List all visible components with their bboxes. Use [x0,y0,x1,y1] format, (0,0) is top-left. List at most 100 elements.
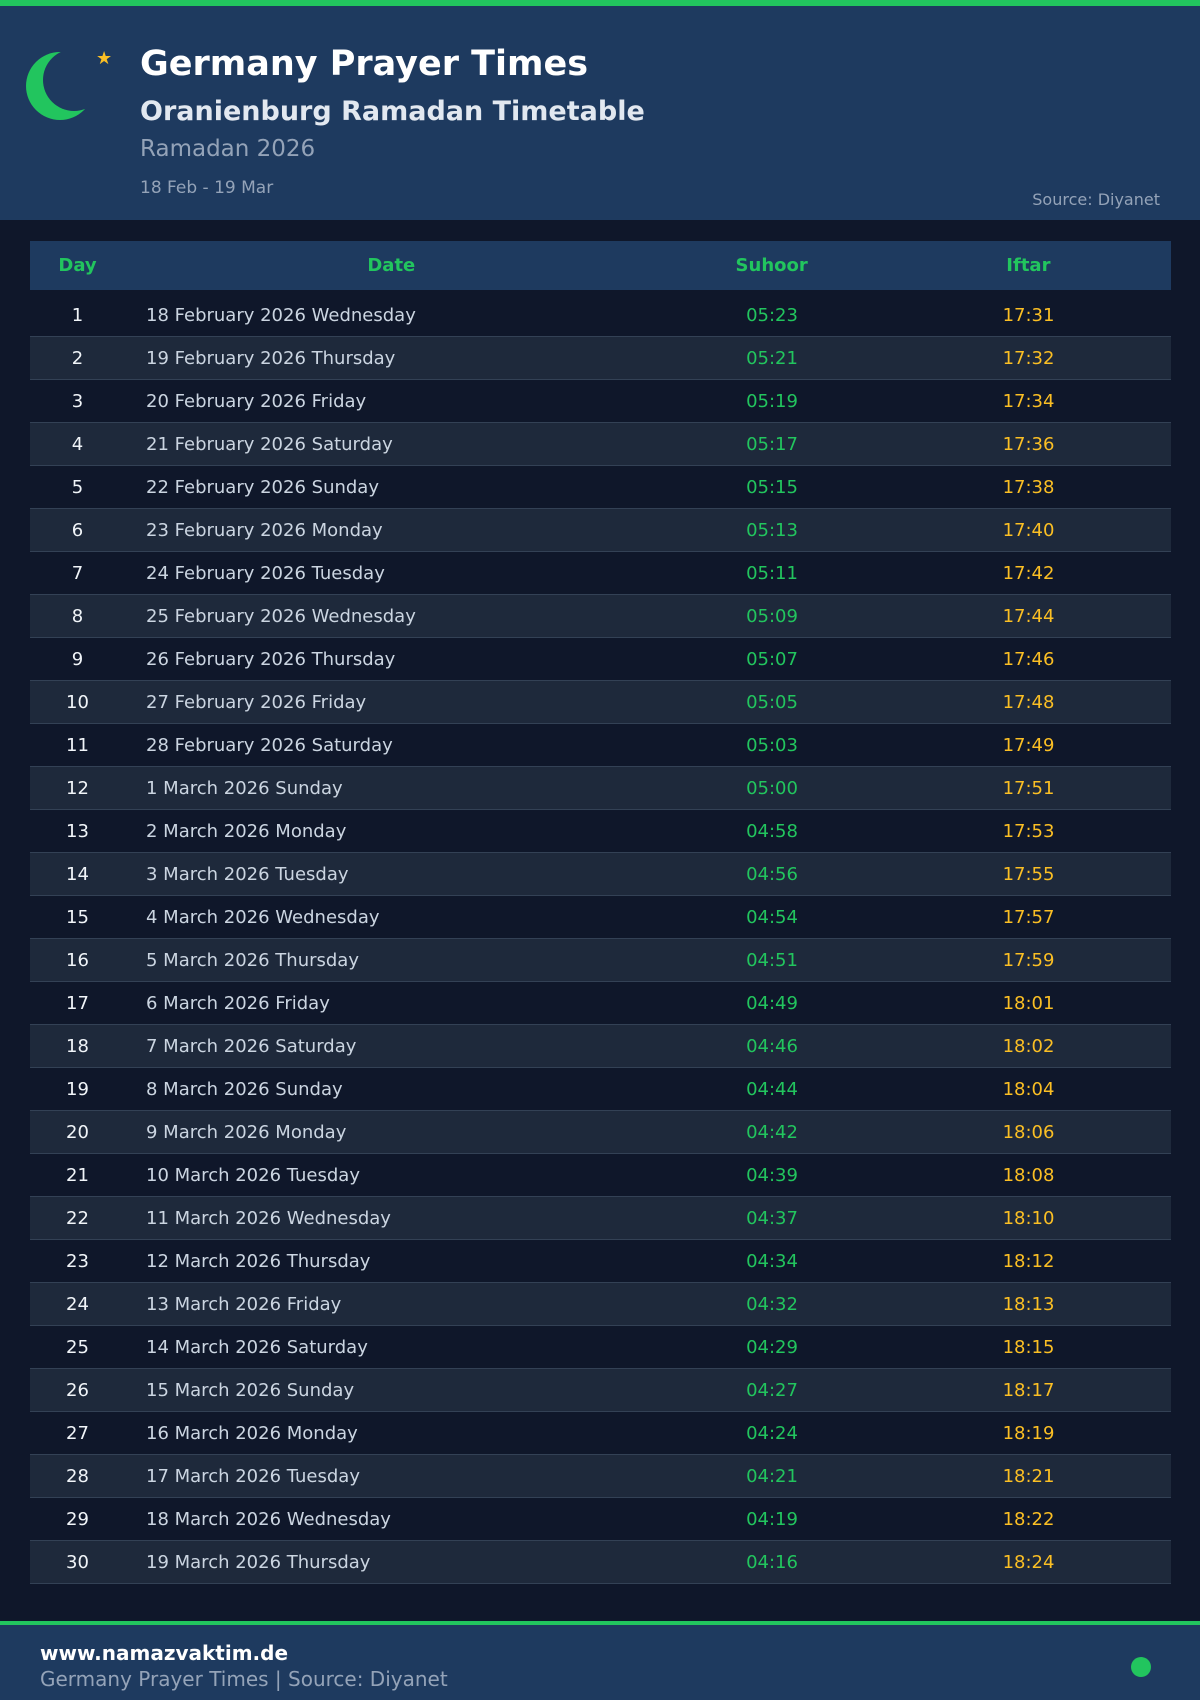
iftar-cell: 17:46 [1002,648,1055,670]
date-cell: 27 February 2026 Friday [146,691,367,713]
iftar-cell: 18:02 [1002,1035,1055,1057]
table-row: 19 8 March 2026 Sunday 04:44 18:04 [30,1068,1171,1111]
table-header: Day Date Suhoor Iftar [30,241,1171,290]
suhoor-cell: 04:49 [746,992,798,1014]
table-row: 28 17 March 2026 Tuesday 04:21 18:21 [30,1455,1171,1498]
date-cell: 26 February 2026 Thursday [146,648,396,670]
day-cell: 23 [66,1250,89,1272]
iftar-cell: 18:12 [1002,1250,1055,1272]
iftar-cell: 18:17 [1002,1379,1055,1401]
day-cell: 18 [66,1035,89,1057]
date-cell: 28 February 2026 Saturday [146,734,393,756]
day-cell: 11 [66,734,89,756]
page-subtitle: Oranienburg Ramadan Timetable [140,96,645,127]
page-title: Germany Prayer Times [140,44,589,84]
iftar-cell: 18:13 [1002,1293,1055,1315]
iftar-cell: 17:57 [1002,906,1055,928]
season-label: Ramadan 2026 [140,136,316,162]
date-cell: 10 March 2026 Tuesday [146,1164,360,1186]
date-cell: 16 March 2026 Monday [146,1422,358,1444]
date-cell: 15 March 2026 Sunday [146,1379,355,1401]
table-row: 29 18 March 2026 Wednesday 04:19 18:22 [30,1498,1171,1541]
page-header: ★ Germany Prayer Times Oranienburg Ramad… [0,6,1200,220]
table-row: 1 18 February 2026 Wednesday 05:23 17:31 [30,294,1171,337]
date-cell: 18 February 2026 Wednesday [146,304,416,326]
table-row: 9 26 February 2026 Thursday 05:07 17:46 [30,638,1171,681]
column-header-suhoor: Suhoor [735,255,808,276]
iftar-cell: 17:49 [1002,734,1055,756]
day-cell: 28 [66,1465,89,1487]
timetable: Day Date Suhoor Iftar 1 18 February 2026 … [30,241,1171,1584]
day-cell: 21 [66,1164,89,1186]
suhoor-cell: 04:37 [746,1207,798,1229]
date-cell: 11 March 2026 Wednesday [146,1207,391,1229]
source-label: Source: Diyanet [1032,190,1160,209]
table-row: 23 12 March 2026 Thursday 04:34 18:12 [30,1240,1171,1283]
date-cell: 19 February 2026 Thursday [146,347,396,369]
suhoor-cell: 05:05 [746,691,798,713]
date-cell: 20 February 2026 Friday [146,390,367,412]
iftar-cell: 17:31 [1002,304,1055,326]
table-row: 4 21 February 2026 Saturday 05:17 17:36 [30,423,1171,466]
day-cell: 29 [66,1508,89,1530]
crescent-moon-icon [26,52,94,120]
table-row: 8 25 February 2026 Wednesday 05:09 17:44 [30,595,1171,638]
day-cell: 2 [71,347,84,369]
date-cell: 21 February 2026 Saturday [146,433,393,455]
date-cell: 7 March 2026 Saturday [146,1035,357,1057]
table-row: 26 15 March 2026 Sunday 04:27 18:17 [30,1369,1171,1412]
suhoor-cell: 05:07 [746,648,798,670]
day-cell: 12 [66,777,89,799]
suhoor-cell: 05:15 [746,476,798,498]
day-cell: 5 [71,476,84,498]
iftar-cell: 17:34 [1002,390,1055,412]
footer-text: Germany Prayer Times | Source: Diyanet [40,1667,448,1691]
date-cell: 12 March 2026 Thursday [146,1250,371,1272]
day-cell: 1 [71,304,84,326]
iftar-cell: 18:22 [1002,1508,1055,1530]
footer-site-link[interactable]: www.namazvaktim.de [40,1641,289,1665]
table-row: 11 28 February 2026 Saturday 05:03 17:49 [30,724,1171,767]
suhoor-cell: 05:21 [746,347,798,369]
iftar-cell: 18:04 [1002,1078,1055,1100]
date-cell: 9 March 2026 Monday [146,1121,347,1143]
date-cell: 14 March 2026 Saturday [146,1336,368,1358]
iftar-cell: 17:53 [1002,820,1055,842]
column-header-iftar: Iftar [1006,255,1051,276]
day-cell: 7 [71,562,84,584]
table-row: 25 14 March 2026 Saturday 04:29 18:15 [30,1326,1171,1369]
day-cell: 8 [71,605,84,627]
page-footer: www.namazvaktim.de Germany Prayer Times … [0,1621,1200,1700]
table-row: 14 3 March 2026 Tuesday 04:56 17:55 [30,853,1171,896]
date-cell: 8 March 2026 Sunday [146,1078,343,1100]
iftar-cell: 17:59 [1002,949,1055,971]
suhoor-cell: 04:24 [746,1422,798,1444]
iftar-cell: 17:36 [1002,433,1055,455]
iftar-cell: 17:44 [1002,605,1055,627]
date-cell: 4 March 2026 Wednesday [146,906,380,928]
iftar-cell: 18:06 [1002,1121,1055,1143]
date-cell: 5 March 2026 Thursday [146,949,359,971]
table-row: 20 9 March 2026 Monday 04:42 18:06 [30,1111,1171,1154]
suhoor-cell: 05:13 [746,519,798,541]
suhoor-cell: 05:23 [746,304,798,326]
day-cell: 10 [66,691,89,713]
iftar-cell: 17:55 [1002,863,1055,885]
iftar-cell: 18:19 [1002,1422,1055,1444]
date-range: 18 Feb - 19 Mar [140,178,274,198]
table-row: 12 1 March 2026 Sunday 05:00 17:51 [30,767,1171,810]
suhoor-cell: 04:54 [746,906,798,928]
date-cell: 2 March 2026 Monday [146,820,347,842]
date-cell: 25 February 2026 Wednesday [146,605,416,627]
suhoor-cell: 04:21 [746,1465,798,1487]
day-cell: 22 [66,1207,89,1229]
iftar-cell: 17:40 [1002,519,1055,541]
suhoor-cell: 05:00 [746,777,798,799]
iftar-cell: 18:15 [1002,1336,1055,1358]
day-cell: 4 [71,433,84,455]
day-cell: 14 [66,863,89,885]
star-icon: ★ [96,48,113,69]
day-cell: 15 [66,906,89,928]
table-row: 16 5 March 2026 Thursday 04:51 17:59 [30,939,1171,982]
suhoor-cell: 04:34 [746,1250,798,1272]
